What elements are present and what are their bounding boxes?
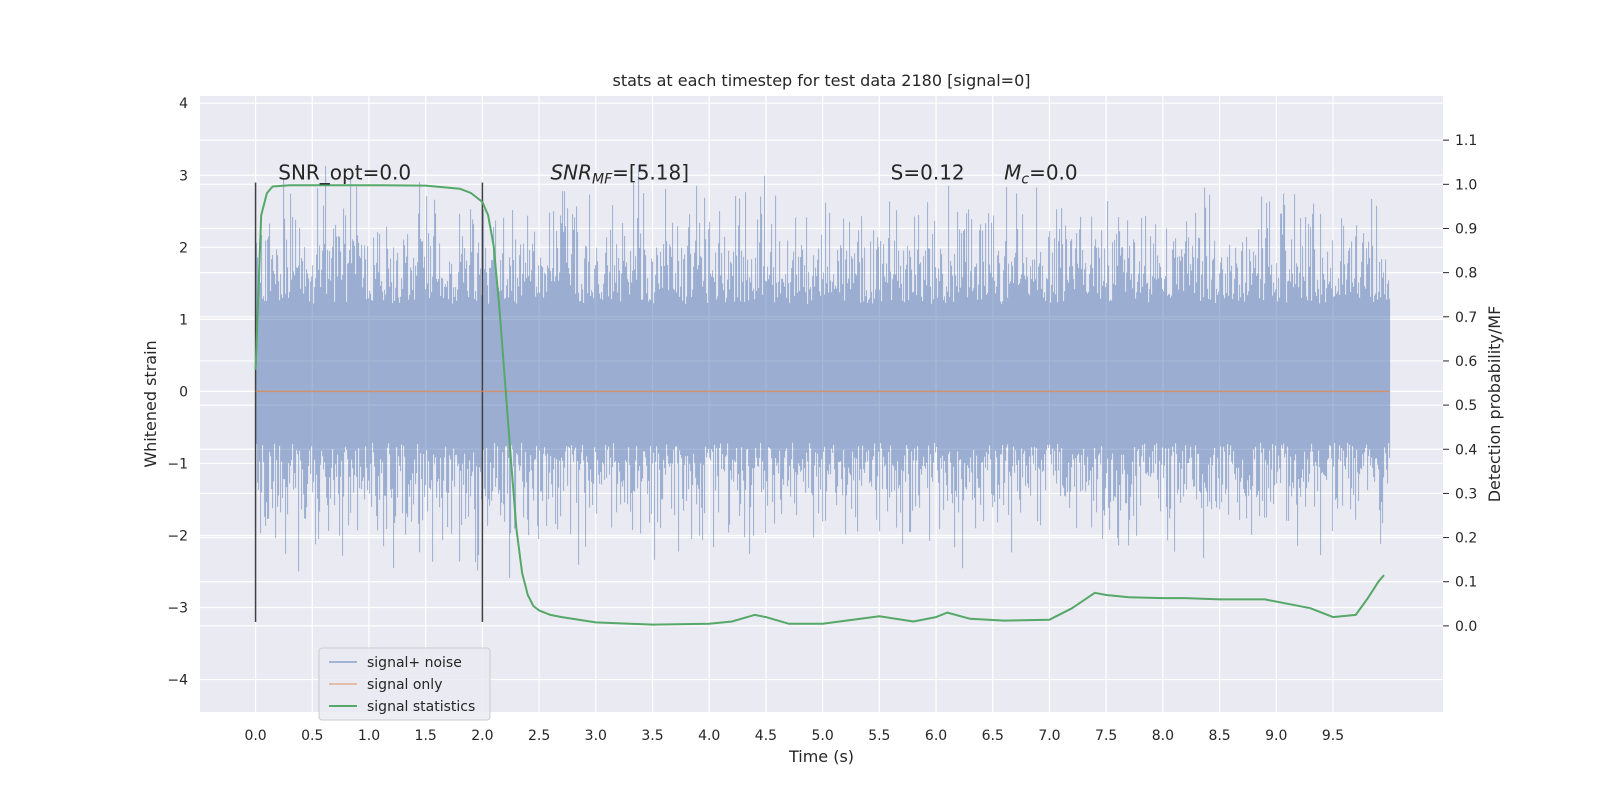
x-axis-label: Time (s) bbox=[788, 747, 854, 766]
legend-entry: signal+ noise bbox=[367, 655, 462, 671]
x-tick-label: 1.0 bbox=[358, 728, 380, 744]
y2-tick-label: 0.7 bbox=[1455, 310, 1477, 326]
y2-tick-label: 0.2 bbox=[1455, 531, 1477, 547]
y2-tick-label: 0.3 bbox=[1455, 486, 1477, 502]
x-tick-label: 9.5 bbox=[1322, 728, 1344, 744]
x-tick-label: 0.0 bbox=[244, 728, 266, 744]
x-tick-label: 6.5 bbox=[982, 728, 1004, 744]
annotations: SNR_opt=0.0 SNRMF=[5.18] S=0.12 Mc=0.0 bbox=[278, 160, 1077, 187]
series-signal-statistics bbox=[254, 184, 1385, 626]
y2-tick-label: 0.6 bbox=[1455, 354, 1477, 370]
vertical-markers bbox=[254, 182, 484, 622]
y2-tick-label: 1.0 bbox=[1455, 177, 1477, 193]
x-tick-label: 5.5 bbox=[868, 728, 890, 744]
x-tick-label: 8.0 bbox=[1152, 728, 1174, 744]
x-tick-label: 4.0 bbox=[698, 728, 720, 744]
y-tick-label: 0 bbox=[179, 384, 188, 400]
x-tick-label: 8.5 bbox=[1208, 728, 1230, 744]
annotation: SNRMF=[5.18] bbox=[550, 160, 689, 187]
legend-entry: signal statistics bbox=[367, 699, 475, 715]
y-tick-label: 4 bbox=[179, 96, 188, 112]
y-axis-label: Whitened strain bbox=[141, 340, 160, 467]
x-tick-label: 0.5 bbox=[301, 728, 323, 744]
x-tick-label: 3.0 bbox=[585, 728, 607, 744]
x-tick-label: 3.5 bbox=[641, 728, 663, 744]
y2-tick-label: 0.8 bbox=[1455, 266, 1477, 282]
y-axis-ticks: −4 −3 −2 −1 0 1 2 3 4 bbox=[167, 96, 188, 688]
x-tick-label: 9.0 bbox=[1265, 728, 1287, 744]
signal-statistics-line bbox=[254, 184, 1385, 626]
y2-tick-label: 0.9 bbox=[1455, 221, 1477, 237]
y2-tick-label: 0.0 bbox=[1455, 619, 1477, 635]
y2-tick-label: 0.1 bbox=[1455, 575, 1477, 591]
y-tick-label: 1 bbox=[179, 312, 188, 328]
x-tick-label: 2.0 bbox=[471, 728, 493, 744]
chart-title: stats at each timestep for test data 218… bbox=[612, 71, 1030, 90]
y2-tick-label: 1.1 bbox=[1455, 133, 1477, 149]
y-tick-label: −2 bbox=[167, 528, 188, 544]
x-tick-label: 7.5 bbox=[1095, 728, 1117, 744]
legend-entry: signal only bbox=[367, 677, 442, 693]
x-tick-label: 1.5 bbox=[415, 728, 437, 744]
legend: signal+ noise signal only signal statistic… bbox=[318, 647, 491, 721]
x-tick-label: 6.0 bbox=[925, 728, 947, 744]
x-axis-ticks: 0.0 0.5 1.0 1.5 2.0 2.5 3.0 3.5 4.0 4.5 5.0 5.5 6.0 6… bbox=[244, 728, 1344, 744]
y2-tick-label: 0.4 bbox=[1455, 442, 1477, 458]
y2-axis-ticks: 0.0 0.1 0.2 0.3 0.4 0.5 0.6 0.7 0.8 0.9 1.0 1.1 bbox=[1443, 133, 1477, 635]
y-tick-label: −3 bbox=[167, 601, 188, 617]
y-tick-label: 3 bbox=[179, 168, 188, 184]
x-tick-label: 2.5 bbox=[528, 728, 550, 744]
legend-box bbox=[318, 647, 491, 721]
x-tick-label: 4.5 bbox=[755, 728, 777, 744]
y-tick-label: 2 bbox=[179, 240, 188, 256]
y-tick-label: −4 bbox=[167, 673, 188, 689]
y2-tick-label: 0.5 bbox=[1455, 398, 1477, 414]
y2-axis-label: Detection probability/MF bbox=[1485, 306, 1504, 503]
annotation: Mc=0.0 bbox=[1004, 160, 1078, 187]
x-tick-label: 5.0 bbox=[812, 728, 834, 744]
x-tick-label: 7.0 bbox=[1038, 728, 1060, 744]
annotation: S=0.12 bbox=[891, 160, 965, 184]
annotation: SNR_opt=0.0 bbox=[278, 160, 411, 184]
y-tick-label: −1 bbox=[167, 456, 188, 472]
